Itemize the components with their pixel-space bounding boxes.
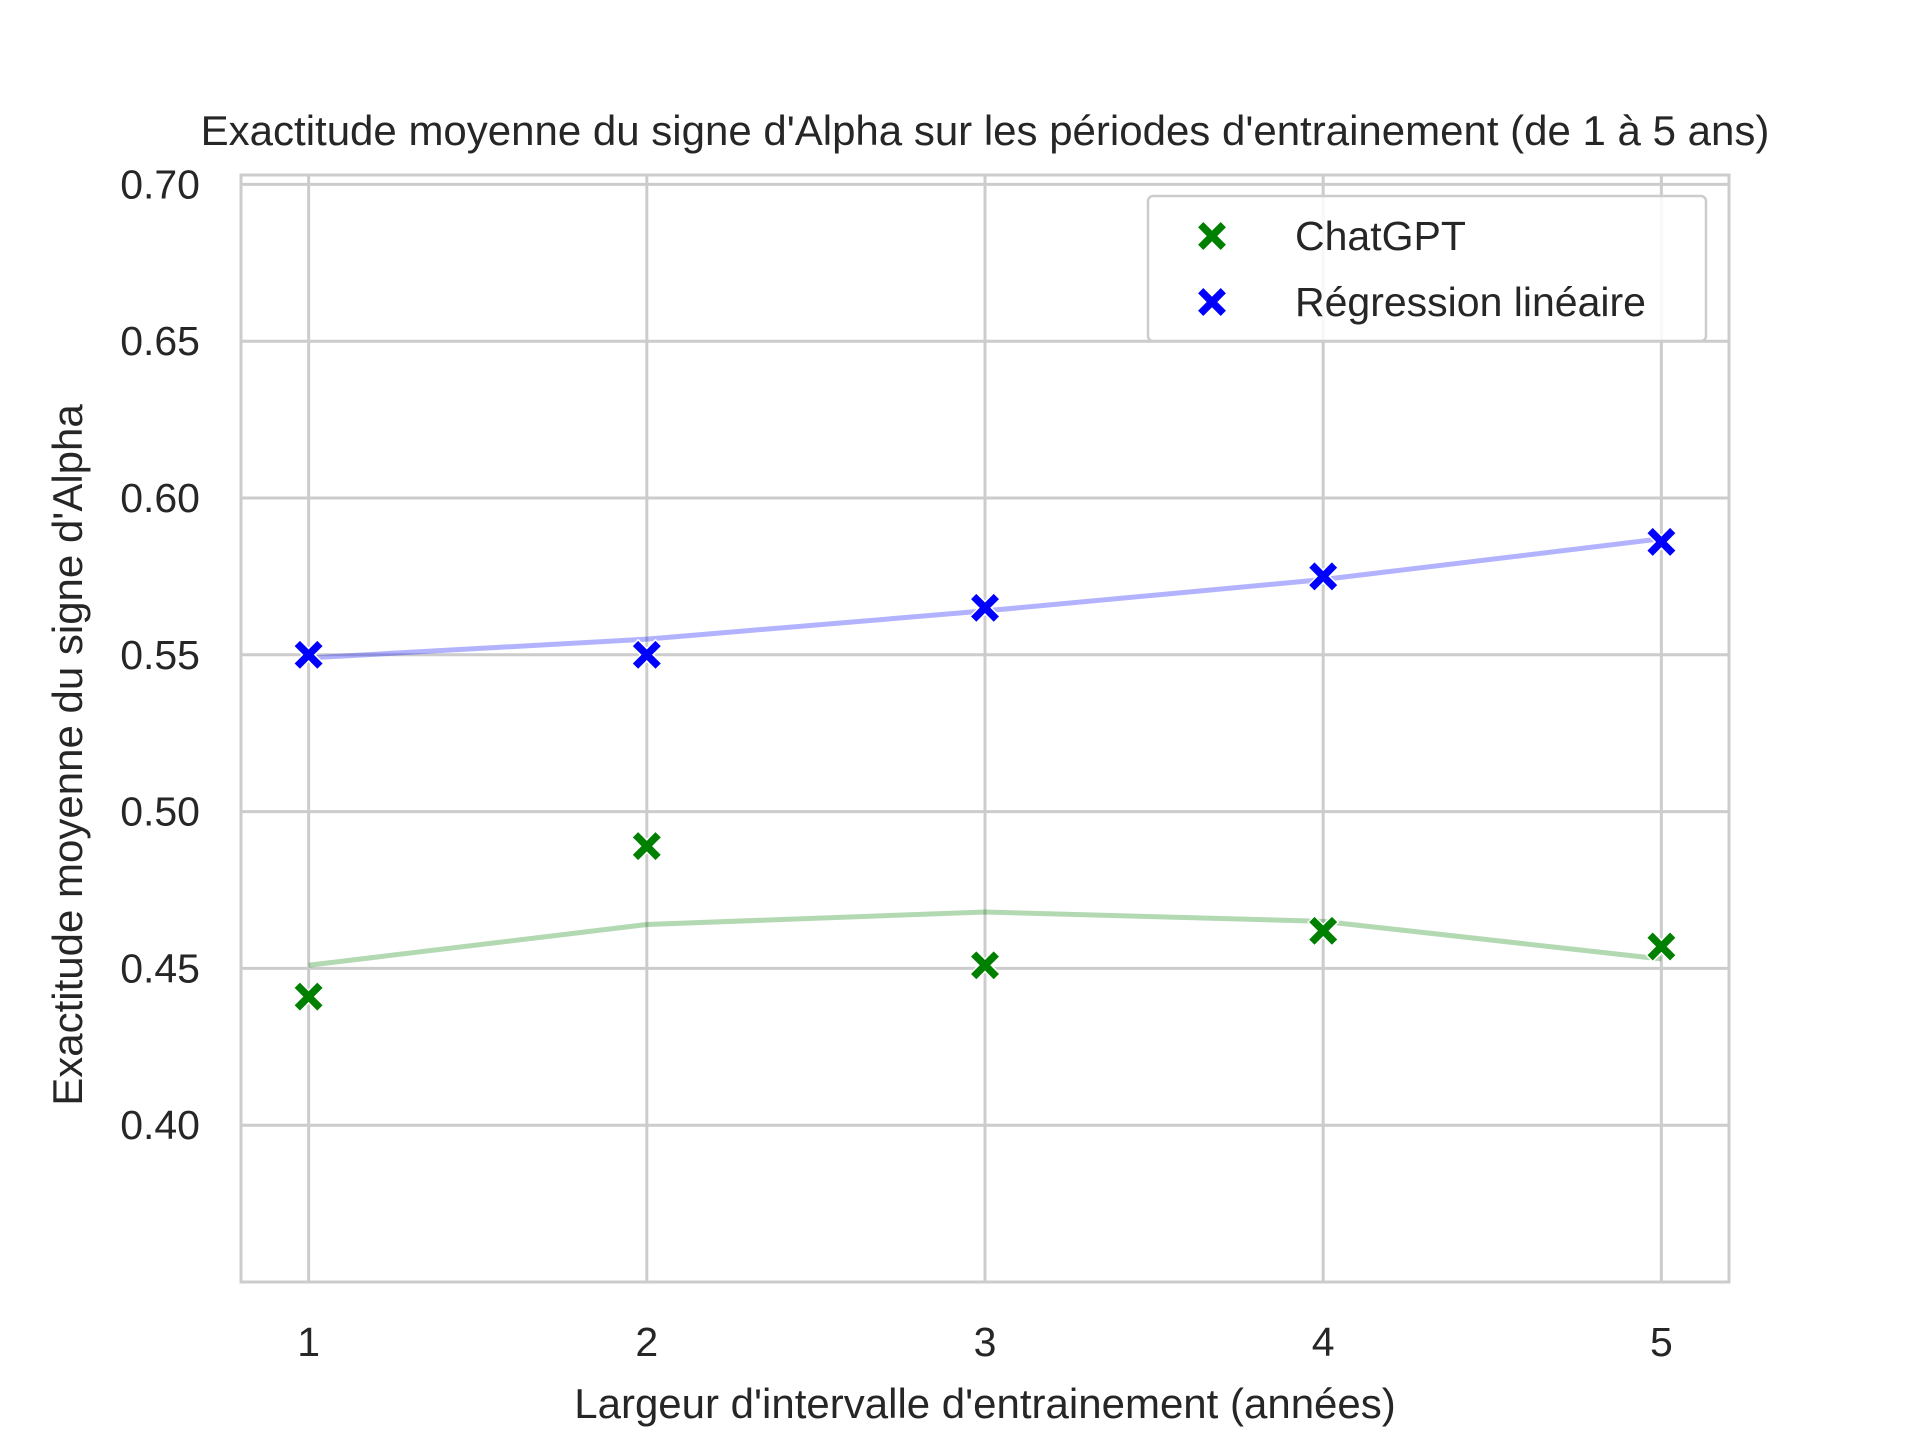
data-point [292, 980, 325, 1013]
x-tick-label: 1 [297, 1319, 320, 1365]
legend-marker [1195, 285, 1229, 319]
data-point [968, 949, 1002, 982]
legend: ChatGPT Régression linéaire [1146, 194, 1708, 343]
y-tick-label: 0.50 [120, 789, 200, 835]
data-point [292, 638, 325, 671]
y-tick-labels: 0.40 0.45 0.50 0.55 0.60 0.65 0.70 [120, 161, 200, 1148]
legend-box [1146, 194, 1708, 343]
chart-title: Exactitude moyenne du signe d'Alpha sur … [201, 107, 1770, 154]
data-point [1307, 560, 1340, 593]
plot-frame [239, 173, 1731, 1284]
data-point [1307, 914, 1340, 947]
y-tick-label: 0.65 [120, 318, 200, 364]
x-tick-label: 5 [1650, 1319, 1673, 1365]
y-tick-label: 0.40 [120, 1102, 200, 1148]
legend-label: ChatGPT [1295, 213, 1466, 259]
x-tick-label: 2 [635, 1319, 658, 1365]
y-tick-label: 0.55 [120, 632, 200, 678]
data-point [968, 591, 1002, 624]
x-axis-label: Largeur d'intervalle d'entrainement (ann… [574, 1380, 1396, 1427]
x-tick-label: 4 [1312, 1319, 1335, 1365]
data-markers [292, 525, 1678, 1013]
data-point [630, 638, 663, 671]
y-tick-label: 0.45 [120, 945, 200, 991]
x-tick-label: 3 [974, 1319, 997, 1365]
data-point [1645, 930, 1678, 963]
trend-line [308, 909, 1662, 968]
data-point [1645, 525, 1678, 558]
data-point [630, 830, 663, 863]
y-tick-label: 0.70 [120, 161, 200, 207]
y-tick-label: 0.60 [120, 475, 200, 521]
legend-label: Régression linéaire [1295, 279, 1646, 325]
legend-marker [1195, 219, 1229, 253]
y-axis-label: Exactitude moyenne du signe d'Alpha [44, 404, 91, 1106]
x-tick-labels: 1 2 3 4 5 [297, 1319, 1673, 1365]
